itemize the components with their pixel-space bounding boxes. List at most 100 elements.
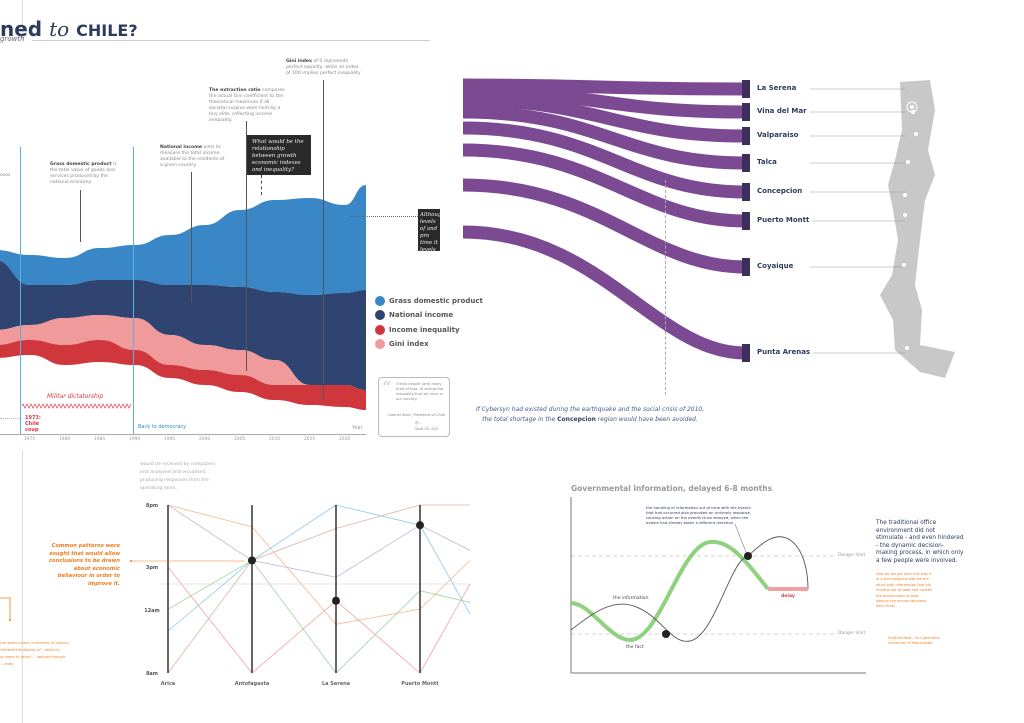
annotation-national-income: National income aims to measure the tota… — [160, 145, 225, 168]
axis-tick-label: 3pm — [146, 565, 158, 571]
democracy-label: Back to democracy — [138, 424, 187, 430]
question-box: What would be the relationship between g… — [247, 135, 311, 175]
annotation-leader — [80, 190, 81, 242]
danger-limit-label: Danger limit — [838, 553, 866, 558]
pattern-note: Common patterns were sought that would a… — [48, 543, 120, 587]
year-axis-label: Year — [352, 425, 363, 431]
city-dot — [905, 346, 909, 350]
flow-line — [462, 178, 746, 274]
stream-layer-income-inequality — [0, 340, 366, 410]
parallel-intro: would be received by computers and analy… — [140, 462, 216, 491]
caption-line-1: If Cybersyn had existed during the earth… — [475, 406, 705, 413]
title-rule — [32, 40, 430, 41]
flow-line — [462, 105, 746, 170]
annotation-extraction-ratio: The extraction ratio compares the actual… — [209, 88, 285, 123]
x-tick-label: 2020 — [339, 437, 351, 442]
annotation-leader — [191, 172, 192, 302]
x-tick-label: 1995 — [164, 437, 176, 442]
beer-quote: How do we get over this way it in a tech… — [876, 572, 932, 609]
axis-city-label: La Serena — [322, 681, 350, 687]
series-the-information — [570, 536, 809, 642]
city-marker — [742, 183, 750, 201]
axis-tick-label: 8am — [146, 671, 158, 677]
quote-date: Sept 29, 202 — [415, 427, 439, 431]
city-dot — [906, 160, 910, 164]
intersection-point — [744, 552, 752, 560]
annotation-leader — [734, 523, 747, 553]
legend-label: Gini index — [389, 340, 429, 348]
annotation-gdp: Grass domestic product is the total valu… — [50, 162, 117, 185]
left-partial-text: oses — [0, 173, 11, 178]
title-post: CHILE? — [76, 21, 138, 40]
city-marker — [742, 154, 750, 172]
chile-map — [880, 80, 955, 378]
annotation-leader — [323, 80, 324, 400]
flow-line — [462, 78, 746, 96]
city-dot — [903, 213, 907, 217]
axis-tick-label: 8pm — [146, 503, 158, 509]
city-label: Puerto Montt — [757, 216, 813, 224]
legend-swatch-gini — [375, 339, 385, 349]
x-tick-label: 2005 — [234, 437, 246, 442]
title-pre: ned — [0, 17, 43, 41]
x-tick-label: 1975 — [24, 437, 36, 442]
page-title: ned to CHILE? — [0, 17, 138, 41]
arrow-head — [130, 560, 132, 562]
partial-text-box: Althoug levels of and pro time it levels… — [418, 209, 440, 251]
stream-chart — [0, 185, 366, 410]
x-tick-label: 2000 — [199, 437, 211, 442]
danger-limit-label: Danger limit — [838, 631, 866, 636]
quote-box: “ I think people [are] really tired of t… — [378, 377, 450, 437]
axis-tick-label: 12am — [144, 608, 160, 614]
beer-attribution: Stafford Beer, On Cybernetic University … — [888, 636, 940, 645]
city-marker — [742, 344, 750, 362]
divider-line — [22, 0, 23, 40]
flow-line — [462, 85, 746, 119]
highlight-point — [248, 556, 256, 565]
orange-bracket — [0, 597, 11, 621]
city-label: Talca — [757, 158, 780, 166]
axis-city-label: Puerto Montt — [401, 681, 439, 687]
label-the-information: the information — [613, 596, 649, 601]
caption-line-2: the total shortage in the Concepcion reg… — [482, 416, 698, 423]
city-marker — [742, 103, 750, 121]
flow-line — [462, 93, 746, 143]
title-to: to — [49, 17, 70, 41]
flow-line — [462, 143, 746, 228]
dotted-connector — [350, 216, 418, 217]
dashed-guide — [665, 180, 666, 395]
flow-map — [462, 78, 955, 378]
series-the-fact — [570, 539, 770, 643]
annotation-gini: Gini index of 0 represents perfect equal… — [286, 59, 361, 76]
annotation-leader — [246, 121, 247, 371]
x-tick-label: 1985 — [94, 437, 106, 442]
axis-city-label: Antofagasta — [235, 681, 270, 687]
dictatorship-wave — [21, 403, 132, 409]
baseline-dotted — [0, 418, 20, 419]
dictatorship-label: Militar dictatorship — [47, 393, 104, 400]
city-dot — [910, 105, 914, 109]
city-marker — [742, 258, 750, 276]
city-label: Punta Arenas — [757, 348, 814, 356]
question-connector — [261, 175, 262, 195]
legend-label: Grass domestic product — [389, 297, 483, 305]
delay-bar — [768, 587, 808, 591]
city-label: Vina del Mar — [757, 107, 810, 115]
coup-marker-line — [20, 147, 21, 435]
label-the-fact: the fact — [626, 645, 644, 650]
legend-swatch-income-inequality — [375, 325, 385, 335]
legend-label: National income — [389, 311, 454, 319]
city-marker — [742, 127, 750, 145]
x-axis-line — [0, 434, 366, 435]
democracy-marker-line — [133, 147, 134, 435]
x-tick-label: 1980 — [59, 437, 71, 442]
quote-text: I think people [are] really tired of tha… — [396, 382, 444, 401]
delay-chart-title: Governmental information, delayed 6-8 mo… — [571, 484, 773, 493]
intersection-point — [662, 630, 670, 638]
city-marker — [742, 80, 750, 98]
x-tick-label: 2010 — [269, 437, 281, 442]
legend-swatch-national-income — [375, 310, 385, 320]
legend-swatch-gdp — [375, 296, 385, 306]
city-label: Concepcion — [757, 187, 806, 195]
